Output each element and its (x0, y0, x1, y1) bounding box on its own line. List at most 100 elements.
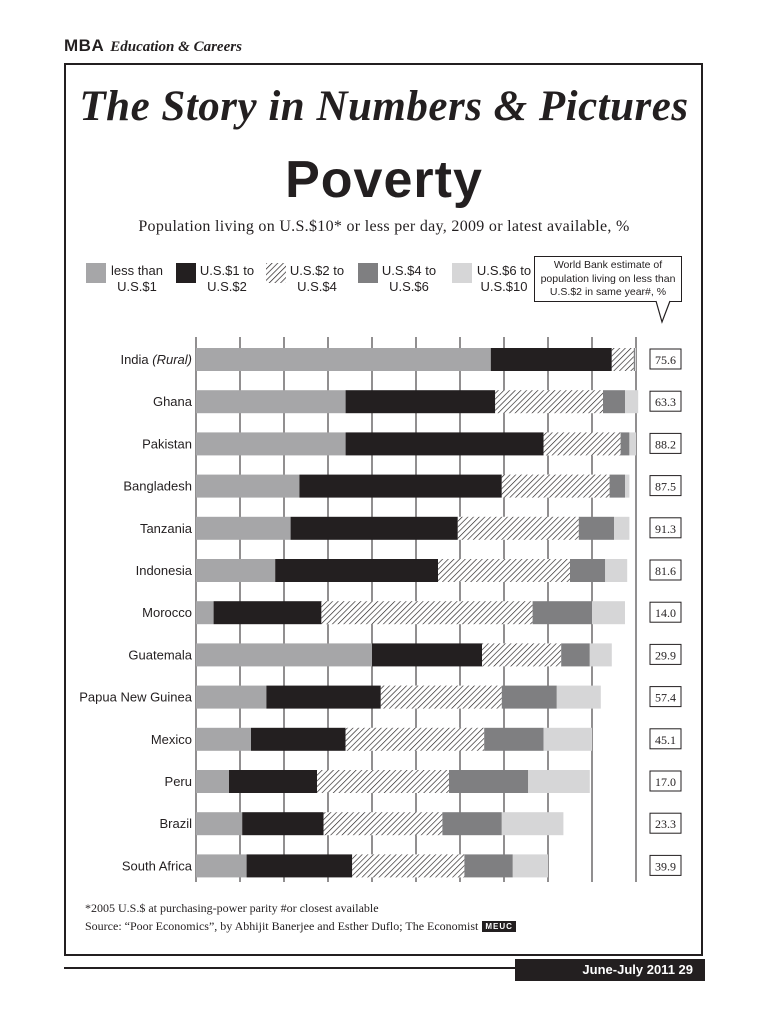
bar-segment (528, 770, 590, 793)
bar-segment (603, 390, 625, 414)
source-line: Source: “Poor Economics”, by Abhijit Ban… (85, 919, 516, 934)
world-bank-value: 45.1 (655, 733, 676, 747)
world-bank-value: 75.6 (655, 353, 676, 367)
bars (196, 348, 639, 878)
world-bank-value-box (649, 854, 682, 876)
bar-segment (614, 516, 630, 540)
bar-segment (457, 516, 579, 540)
bar-segment (196, 390, 346, 414)
legend-label-2-to-4: U.S.$2 to U.S.$4 (289, 263, 345, 294)
legend-label-1-to-2: U.S.$1 to U.S.$2 (199, 263, 255, 294)
bar-segment (438, 559, 570, 582)
world-bank-value: 81.6 (655, 564, 676, 578)
bar-segment (556, 685, 601, 709)
category-label: Ghana (153, 394, 193, 409)
footnote: *2005 U.S.$ at purchasing-power parity #… (85, 901, 379, 915)
issue-bar: June-July 2011 29 (515, 959, 705, 981)
legend-label-4-to-6: U.S.$4 to U.S.$6 (381, 263, 437, 294)
category-label: Mexico (151, 732, 192, 747)
category-label: Bangladesh (123, 479, 192, 494)
category-label: Morocco (142, 605, 192, 620)
bar-segment (442, 812, 502, 836)
bar-segment (501, 812, 564, 836)
bar-segment (266, 685, 381, 709)
bar-segment (275, 559, 438, 582)
category-label: Indonesia (136, 563, 193, 578)
callout-pointer (655, 300, 671, 324)
world-bank-value-box (649, 475, 682, 497)
publisher-badge: MEUC (482, 921, 516, 932)
bar-segment (251, 727, 346, 751)
bar-segment (372, 643, 482, 667)
bar-segment (635, 348, 636, 371)
magazine-header: MBA Education & Careers (64, 36, 242, 56)
world-bank-value-box (649, 686, 682, 708)
source-text: Source: “Poor Economics”, by Abhijit Ban… (85, 919, 479, 933)
legend-swatch-4-to-6 (358, 263, 378, 283)
category-label: Tanzania (140, 521, 193, 536)
bar-segment (625, 474, 630, 498)
bar-segment (242, 812, 324, 836)
bar-segment (196, 770, 229, 793)
article-frame (64, 63, 703, 956)
category-label: Peru (165, 774, 192, 789)
magazine-brand: MBA (64, 36, 105, 55)
bar-segment (196, 685, 267, 709)
world-bank-value: 23.3 (655, 817, 676, 831)
legend-label-6-to-10: U.S.$6 to U.S.$10 (476, 263, 532, 294)
bar-segment (213, 601, 322, 625)
bar-segment (196, 643, 372, 667)
bar-segment (196, 601, 214, 625)
chart-subtitle: Population living on U.S.$10* or less pe… (138, 218, 630, 235)
category-label: Guatemala (128, 647, 192, 662)
bar-segment (501, 474, 610, 498)
bar-segment (620, 432, 630, 456)
world-bank-value: 88.2 (655, 437, 676, 451)
world-bank-value-box (649, 517, 682, 539)
legend-label-less-than-1: less than U.S.$1 (110, 263, 164, 294)
bar-segment (592, 601, 625, 625)
bar-segment (543, 727, 592, 751)
category-label: South Africa (122, 858, 193, 873)
story-title: The Story in Numbers & Pictures (79, 83, 689, 130)
footer-rule (64, 967, 519, 969)
bar-segment (196, 474, 300, 498)
bar-segment (290, 516, 458, 540)
bar-segment (323, 812, 443, 836)
chart-title: Poverty (285, 151, 483, 209)
bar-segment (495, 390, 603, 414)
bar-segment (625, 390, 639, 414)
bar-segment (629, 432, 636, 456)
bar-segment (321, 601, 533, 625)
bar-segment (196, 854, 247, 878)
bar-segment (196, 432, 346, 456)
bar-segment (464, 854, 513, 878)
bar-segment (196, 516, 291, 540)
world-bank-value-box (649, 770, 682, 792)
world-bank-value: 63.3 (655, 395, 676, 409)
magazine-section: Education & Careers (110, 39, 242, 55)
bar-segment (317, 770, 449, 793)
poverty-stacked-bar-chart: India (Rural) Ghana Pakistan Bangladesh Tanz… (79, 300, 682, 882)
category-label: Papua New Guinea (79, 690, 193, 705)
world-bank-callout: World Bank estimate of population living… (534, 256, 682, 302)
world-bank-value-box (649, 432, 682, 454)
issue-date-page: June-July 2011 29 (582, 962, 693, 977)
world-bank-value: 17.0 (655, 775, 676, 789)
bar-segment (229, 770, 317, 793)
bar-segment (611, 348, 634, 371)
world-bank-value-box (649, 643, 682, 665)
bar-segment (196, 559, 276, 582)
bar-segment (543, 432, 621, 456)
bar-segment (482, 643, 562, 667)
world-bank-value-box (649, 728, 682, 750)
world-bank-values: 75.6 63.3 88.2 87.5 91.3 81.6 14.0 29.9 57.4 45.1… (649, 348, 682, 876)
bar-segment (196, 727, 251, 751)
world-bank-value: 29.9 (655, 648, 676, 662)
bar-segment (345, 727, 485, 751)
bar-segment (578, 516, 614, 540)
bar-segment (512, 854, 548, 878)
legend-swatch-6-to-10 (452, 263, 472, 283)
world-bank-value-box (649, 601, 682, 623)
world-bank-value: 91.3 (655, 522, 676, 536)
